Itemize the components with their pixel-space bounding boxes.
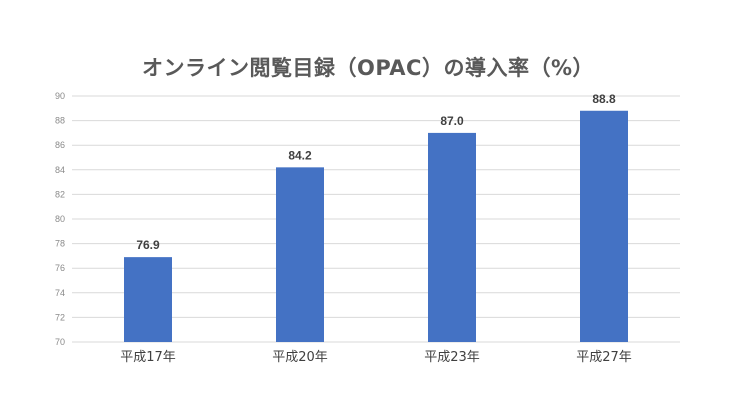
- x-category-label: 平成23年: [424, 350, 480, 365]
- x-category-label: 平成20年: [272, 350, 328, 365]
- chart-title: オンライン閲覧目録（OPAC）の導入率（%）: [141, 56, 595, 80]
- y-tick-label: 90: [55, 91, 65, 101]
- data-label: 87.0: [440, 114, 464, 128]
- bar: [124, 257, 172, 342]
- y-tick-label: 74: [55, 288, 65, 298]
- y-tick-label: 70: [55, 337, 65, 347]
- data-label: 76.9: [136, 238, 160, 252]
- data-label: 84.2: [288, 148, 312, 162]
- data-label: 88.8: [592, 92, 616, 106]
- y-tick-label: 72: [55, 312, 65, 322]
- y-tick-label: 76: [55, 263, 65, 273]
- y-tick-label: 86: [55, 140, 65, 150]
- x-category-label: 平成17年: [120, 350, 176, 365]
- y-tick-label: 82: [55, 189, 65, 199]
- y-tick-label: 78: [55, 239, 65, 249]
- y-tick-label: 84: [55, 165, 65, 175]
- x-category-label: 平成27年: [576, 350, 632, 365]
- bar: [428, 132, 476, 342]
- y-tick-label: 80: [55, 214, 65, 224]
- bar: [580, 110, 628, 342]
- bar: [276, 167, 324, 342]
- y-tick-label: 88: [55, 116, 65, 126]
